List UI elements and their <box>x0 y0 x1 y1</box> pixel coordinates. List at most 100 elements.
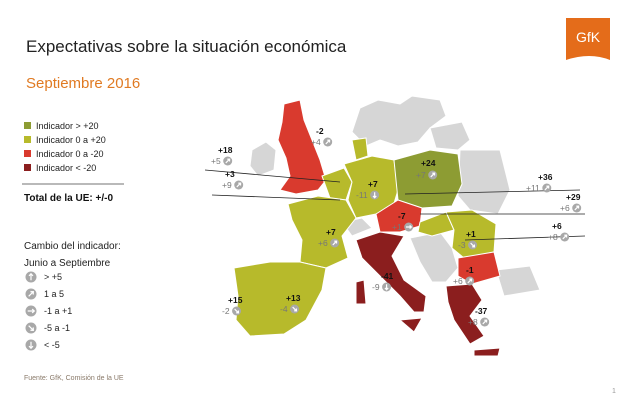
country-change: +8 <box>468 317 478 327</box>
subtitle: Septiembre 2016 <box>26 75 140 92</box>
change-icon <box>370 190 380 200</box>
icon-arrow <box>482 319 488 325</box>
country-value: +3 <box>225 169 235 179</box>
map <box>233 95 541 357</box>
source: Fuente: GfK, Comisión de la UE <box>24 375 124 382</box>
change-icon <box>25 305 37 317</box>
change-title: Cambio del indicador: <box>24 241 121 252</box>
icon-arrow <box>28 272 34 281</box>
country-value: +24 <box>421 158 436 168</box>
legend-label: Indicador < -20 <box>36 163 96 173</box>
change-icon <box>465 276 475 286</box>
icon-arrow <box>574 205 580 211</box>
france <box>287 195 357 269</box>
country-value: -2 <box>316 126 324 136</box>
change-legend-label: -1 a +1 <box>44 306 72 316</box>
country-change: +1 <box>392 222 402 232</box>
country-change: +11 <box>526 183 540 193</box>
country-change: -2 <box>222 306 230 316</box>
leader-line <box>204 169 341 183</box>
change-icon <box>25 339 37 351</box>
icon-arrow <box>332 240 338 246</box>
country-change: +5 <box>211 156 221 166</box>
change-icon <box>382 282 392 292</box>
change-icon <box>290 304 300 314</box>
country-change: +6 <box>318 238 328 248</box>
country-change: -9 <box>372 282 380 292</box>
country-change: -3 <box>458 240 466 250</box>
logo-text: GfK <box>576 29 601 45</box>
country-change: +6 <box>453 276 463 286</box>
legend: Indicador > +20 Indicador 0 a +20 Indicado… <box>24 121 106 173</box>
country-change: +8 <box>548 232 558 242</box>
icon-arrow <box>28 291 34 297</box>
change-legend-label: 1 a 5 <box>44 289 64 299</box>
country-value: +29 <box>566 192 581 202</box>
change-icon <box>428 170 438 180</box>
icon-arrow <box>225 158 231 164</box>
country-value: +6 <box>552 221 562 231</box>
icon-arrow <box>28 325 34 331</box>
bulgaria <box>457 251 501 285</box>
icon-arrow <box>325 139 331 145</box>
change-legend-label: < -5 <box>44 340 60 350</box>
icon-arrow <box>562 234 568 240</box>
country-value: +1 <box>466 229 476 239</box>
country-change: -4 <box>280 304 288 314</box>
country-change: +6 <box>560 203 570 213</box>
country-value: +13 <box>286 293 301 303</box>
legend-label: Indicador 0 a -20 <box>36 149 104 159</box>
title: Expectativas sobre la situación económic… <box>26 37 347 56</box>
icon-arrow <box>467 278 473 284</box>
turkey <box>495 265 541 297</box>
country-value: +7 <box>326 227 336 237</box>
legend-label: Indicador > +20 <box>36 121 99 131</box>
legend-swatch <box>24 136 31 143</box>
country-change: -11 <box>356 190 368 200</box>
country-change: +4 <box>311 137 321 147</box>
change-icon <box>404 222 414 232</box>
country-change: +7 <box>416 170 426 180</box>
icon-arrow <box>234 308 240 314</box>
icon-arrow <box>406 224 413 230</box>
greece <box>445 283 501 357</box>
spain-portugal <box>233 261 327 337</box>
page-number: 1 <box>612 388 616 395</box>
leader-line <box>404 189 581 195</box>
benelux <box>321 167 353 201</box>
uk <box>277 99 327 195</box>
change-legend-label: > +5 <box>44 272 62 282</box>
legend-label: Indicador 0 a +20 <box>36 135 106 145</box>
country-value: -41 <box>381 271 394 281</box>
country-value: +15 <box>228 295 243 305</box>
italy <box>355 231 427 313</box>
baltics <box>429 121 471 151</box>
sicily-sardinia <box>355 279 423 333</box>
country-change: +9 <box>222 180 232 190</box>
country-value: -37 <box>475 306 488 316</box>
icon-arrow <box>470 242 476 248</box>
change-icon <box>223 156 233 166</box>
change-icon <box>480 317 490 327</box>
change-icon <box>330 238 340 248</box>
ireland <box>249 141 277 177</box>
icon-arrow <box>28 341 34 350</box>
country-value: -1 <box>466 265 474 275</box>
change-icon <box>25 271 37 283</box>
east <box>457 149 511 215</box>
change-icon <box>468 240 478 250</box>
scandinavia <box>351 95 447 147</box>
icon-arrow <box>430 172 436 178</box>
leader-line <box>211 194 341 201</box>
country-value: +7 <box>368 179 378 189</box>
change-icon <box>542 183 552 193</box>
logo: GfK <box>566 18 610 60</box>
country-value: +36 <box>538 172 553 182</box>
icon-arrow <box>27 308 36 314</box>
icon-arrow <box>384 284 389 291</box>
change-icon <box>572 203 582 213</box>
country-value: -7 <box>398 211 406 221</box>
denmark <box>351 137 369 161</box>
legend-swatch <box>24 122 31 129</box>
